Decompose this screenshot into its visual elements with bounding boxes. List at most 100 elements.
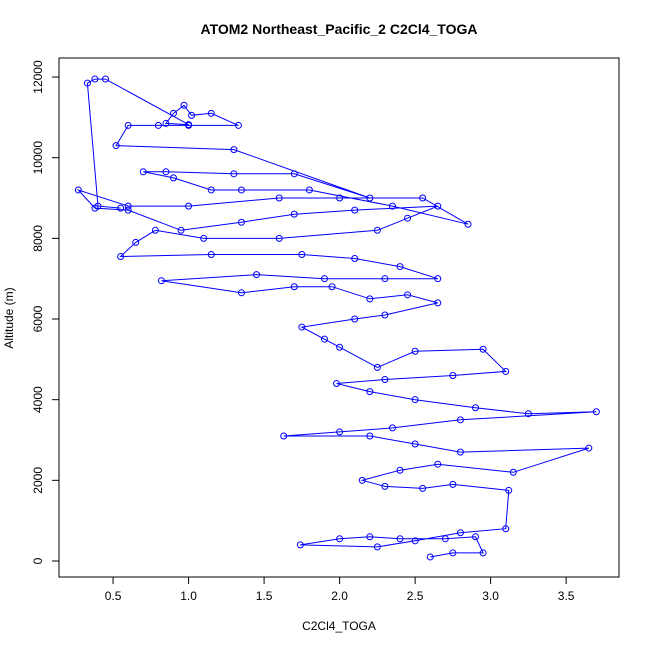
data-point (434, 275, 442, 283)
data-point (366, 388, 374, 396)
data-point (83, 79, 91, 87)
data-point (388, 424, 396, 432)
data-point (366, 533, 374, 541)
x-axis-label: C2Cl4_TOGA (302, 619, 376, 633)
data-point (117, 253, 125, 261)
data-point (74, 186, 82, 194)
data-point (188, 111, 196, 119)
data-point (404, 214, 412, 222)
data-point (112, 142, 120, 150)
x-tick-label: 3.0 (482, 589, 499, 603)
data-point (585, 444, 593, 452)
data-point (434, 202, 442, 210)
y-tick-label: 0 (31, 557, 45, 564)
data-point (479, 345, 487, 353)
y-tick-label: 10000 (31, 141, 45, 175)
y-axis-label: Altitude (m) (2, 287, 16, 348)
data-point (456, 416, 464, 424)
data-point (207, 109, 215, 117)
data-point (290, 283, 298, 291)
data-point (333, 380, 341, 388)
data-point (296, 541, 304, 549)
data-point (94, 202, 102, 210)
data-point (275, 194, 283, 202)
data-point (139, 168, 147, 176)
data-point (321, 335, 329, 343)
data-point (230, 170, 238, 178)
data-point (351, 315, 359, 323)
data-point (456, 448, 464, 456)
data-point (298, 250, 306, 258)
data-point (200, 234, 208, 242)
data-point (162, 119, 170, 127)
series-line (76, 78, 597, 558)
data-point (305, 186, 313, 194)
data-point (509, 468, 517, 476)
data-point (298, 323, 306, 331)
data-point (253, 271, 261, 279)
data-point (169, 174, 177, 182)
data-point (336, 194, 344, 202)
data-point (290, 210, 298, 218)
data-point (524, 410, 532, 418)
data-point (207, 250, 215, 258)
data-point (336, 428, 344, 436)
data-point (328, 283, 336, 291)
data-point (592, 408, 600, 416)
data-point (502, 367, 510, 375)
data-point (411, 347, 419, 355)
data-point (366, 194, 374, 202)
data-point (237, 289, 245, 297)
data-point (185, 202, 193, 210)
data-point (91, 75, 99, 83)
data-point (419, 194, 427, 202)
data-point (124, 121, 132, 129)
y-tick-label: 8000 (31, 225, 45, 252)
data-point (207, 186, 215, 194)
data-point (472, 404, 480, 412)
data-point (117, 204, 125, 212)
data-point (411, 396, 419, 404)
data-point (102, 75, 110, 83)
data-point (366, 295, 374, 303)
x-tick-label: 1.5 (256, 589, 273, 603)
data-point (351, 255, 359, 263)
data-point (351, 206, 359, 214)
data-point (321, 275, 329, 283)
data-point (434, 460, 442, 468)
data-point (502, 525, 510, 533)
data-point (280, 432, 288, 440)
data-point (396, 263, 404, 271)
data-point (472, 533, 480, 541)
data-point (290, 170, 298, 178)
data-point (237, 186, 245, 194)
data-point (449, 371, 457, 379)
data-point (169, 109, 177, 117)
data-point (396, 535, 404, 543)
data-point (479, 549, 487, 557)
y-tick-label: 4000 (31, 386, 45, 413)
data-point (124, 202, 132, 210)
data-point (154, 121, 162, 129)
data-point (132, 238, 140, 246)
data-point (180, 101, 188, 109)
x-tick-label: 2.5 (407, 589, 424, 603)
data-point (237, 218, 245, 226)
data-point (381, 311, 389, 319)
y-tick-label: 2000 (31, 467, 45, 494)
data-point (381, 376, 389, 384)
data-point (162, 168, 170, 176)
data-point (157, 277, 165, 285)
x-tick-label: 2.0 (331, 589, 348, 603)
data-point (373, 363, 381, 371)
x-tick-label: 3.5 (558, 589, 575, 603)
data-point (185, 121, 193, 129)
data-point (464, 220, 472, 228)
data-point (388, 202, 396, 210)
data-point (124, 206, 132, 214)
data-point (366, 432, 374, 440)
data-point (336, 535, 344, 543)
data-point (505, 486, 513, 494)
data-point (411, 440, 419, 448)
